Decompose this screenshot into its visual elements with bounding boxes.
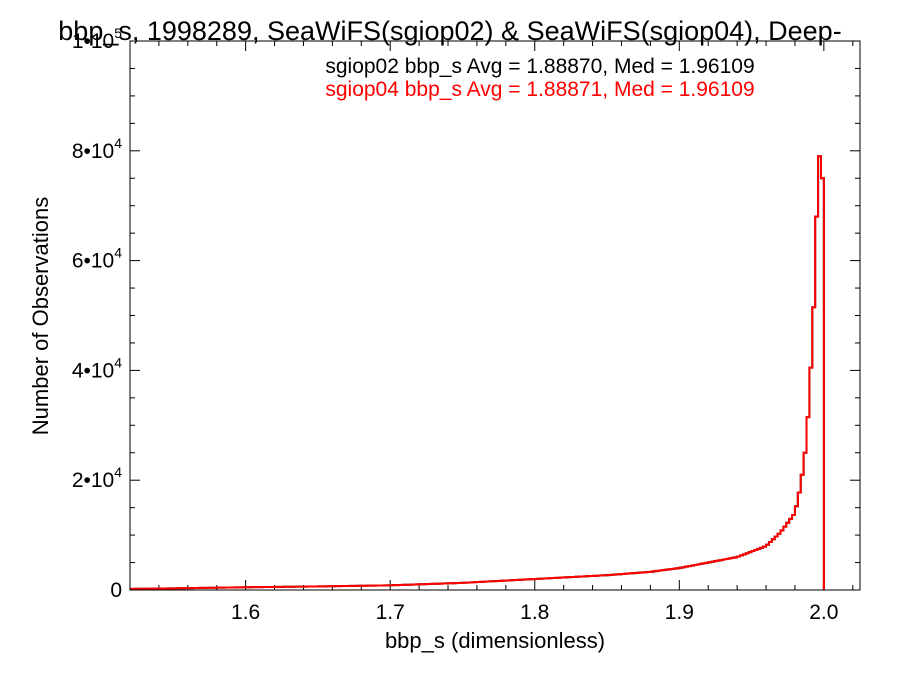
- y-tick-label: 2•104: [72, 464, 122, 492]
- histogram-line-sgiop02: [130, 155, 825, 590]
- x-tick-label: 1.8: [520, 601, 549, 624]
- y-tick-label: 4•104: [72, 354, 122, 382]
- plot-frame: [129, 40, 861, 591]
- legend-entry-sgiop04: sgiop04 bbp_s Avg = 1.88871, Med = 1.961…: [325, 78, 754, 101]
- y-tick-label: 1•105: [72, 25, 122, 53]
- x-tick-label: 1.7: [376, 601, 405, 624]
- y-tick-label: 8•104: [72, 135, 122, 163]
- histogram-series: [130, 155, 825, 590]
- x-axis-label: bbp_s (dimensionless): [385, 628, 605, 653]
- y-axis-ticks: 0 2•104 4•104 6•104 8•104 1•105: [72, 25, 860, 602]
- x-tick-label: 2.0: [809, 601, 838, 624]
- legend-entry-sgiop02: sgiop02 bbp_s Avg = 1.88870, Med = 1.961…: [325, 55, 754, 78]
- y-tick-label: 6•104: [72, 245, 122, 273]
- y-axis-label: Number of Observations: [28, 197, 53, 435]
- x-tick-label: 1.6: [231, 601, 260, 624]
- histogram-line-sgiop04: [130, 155, 825, 590]
- x-tick-label: 1.9: [665, 601, 694, 624]
- x-axis-ticks: 1.6 1.7 1.8 1.9 2.0: [158, 41, 854, 624]
- y-tick-label: 0: [110, 579, 122, 602]
